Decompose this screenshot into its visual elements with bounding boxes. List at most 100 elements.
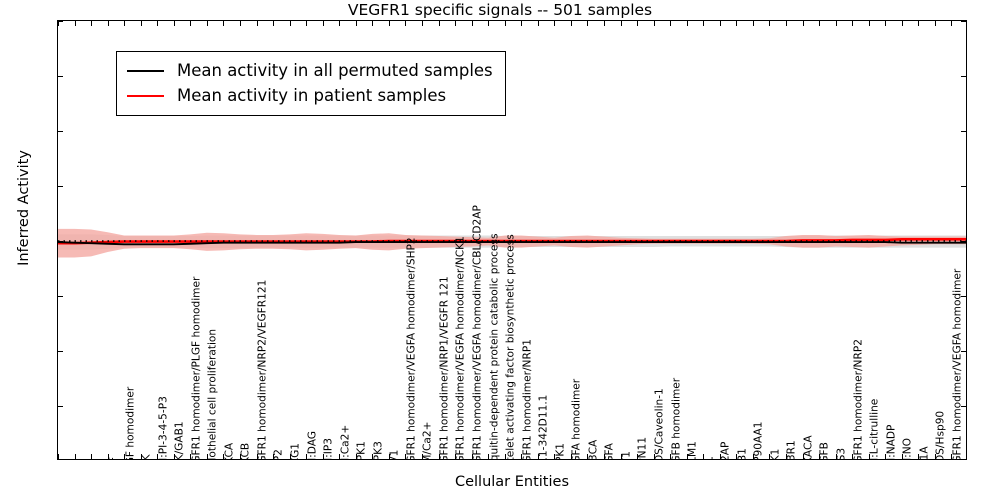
x-axis-tick-mark [306,454,308,459]
x-axis-tick-mark [951,21,953,26]
x-axis-tick-mark [355,454,357,459]
x-axis-tick-mark [140,454,142,459]
legend-label-patient: Mean activity in patient samples [177,86,447,105]
x-axis-tick-mark [504,454,506,459]
x-axis-tick-mark [240,21,241,26]
x-axis-tick-mark [455,21,457,26]
y-axis-tick-mark [961,21,966,22]
x-axis-tick-mark [587,454,589,459]
x-axis-tick-mark [58,21,59,26]
x-axis-tick-mark [223,21,225,26]
x-axis-tick-mark [918,454,920,459]
x-axis-tick-mark [206,21,208,26]
x-axis-tick-mark [388,454,390,459]
x-axis-tick-mark [322,21,324,26]
x-axis-tick-mark [74,21,76,26]
x-axis-tick-mark [455,454,457,459]
y-axis-tick-mark [961,351,966,352]
x-axis-tick-mark [372,21,374,26]
x-axis-tick-mark [736,21,738,26]
x-axis-tick-mark [703,21,705,26]
patient-mean-line [58,238,966,245]
y-axis-tick-mark [961,406,966,407]
x-axis-tick-mark [736,454,738,459]
x-axis-tick-mark [802,454,804,459]
y-axis-label: Inferred Activity [16,150,32,266]
x-axis-tick-mark [273,21,275,26]
x-axis-tick-mark [124,454,126,459]
x-axis-label: Cellular Entities [454,474,570,490]
x-axis-tick-mark [107,21,109,26]
x-axis-tick-mark [322,454,324,459]
x-axis-tick-mark [107,454,109,459]
x-axis-tick-mark [74,454,76,459]
x-axis-tick-mark [504,21,506,26]
x-axis-tick-mark [570,21,572,26]
y-axis-tick-mark [58,406,63,407]
x-axis-tick-mark [471,454,473,459]
data-series-svg [58,228,966,258]
x-axis-tick-mark [405,21,407,26]
legend-item: Mean activity in patient samples [127,83,493,108]
x-axis-tick-mark [339,21,341,26]
x-axis-tick-mark [140,21,142,26]
x-axis-tick-mark [934,454,936,459]
x-axis-tick-mark [852,454,854,459]
y-axis-tick-mark [58,21,63,22]
x-axis-tick-mark [405,454,407,459]
x-axis-tick-mark [769,21,771,26]
x-axis-tick-mark [604,21,605,26]
x-axis-tick-mark [719,21,721,26]
x-axis-tick-mark [537,21,539,26]
x-axis-tick-mark [289,454,291,459]
x-axis-tick-mark [240,454,241,459]
x-axis-tick-mark [951,454,953,459]
x-axis-tick-mark [620,21,622,26]
x-axis-tick-mark [587,21,589,26]
y-axis-tick-mark [961,186,966,187]
x-axis-tick-mark [157,454,159,459]
x-axis-tick-mark [852,21,854,26]
x-axis-tick-mark [786,21,787,26]
x-axis-tick-mark [819,21,821,26]
x-axis-tick-mark [124,21,126,26]
x-axis-tick-mark [786,454,787,459]
y-axis-tick-mark [58,241,63,242]
x-axis-tick-mark [91,21,93,26]
x-axis-tick-mark [339,454,341,459]
x-axis-tick-mark [223,454,225,459]
y-axis-tick-mark [58,186,63,187]
x-axis-tick-mark [422,454,423,459]
x-axis-tick-mark [91,454,93,459]
x-axis-tick-mark [256,21,258,26]
x-axis-tick-mark [719,454,721,459]
x-axis-tick-mark [835,21,837,26]
x-axis-tick-mark [554,21,556,26]
legend-item: Mean activity in all permuted samples [127,58,493,83]
y-axis-tick-mark [58,351,63,352]
x-axis-tick-mark [273,454,275,459]
x-axis-tick-mark [686,454,688,459]
y-axis-tick-mark [58,76,63,77]
x-axis-tick-mark [686,21,688,26]
legend-label-permuted: Mean activity in all permuted samples [177,61,493,80]
x-axis-tick-mark [819,454,821,459]
legend-swatch-patient [127,94,164,97]
x-axis-tick-mark [471,21,473,26]
plot-area: PGFPLGF homodimerPI3Kmol:PI-3-4-5-P3PI3K… [57,20,967,460]
x-axis-tick-mark [206,454,208,459]
x-axis-tick-mark [521,21,523,26]
x-axis-tick-mark [752,21,754,26]
page-title: VEGFR1 specific signals -- 501 samples [347,1,653,19]
x-axis-tick-mark [604,454,605,459]
x-axis-tick-mark [388,21,390,26]
x-axis-tick-mark [372,454,374,459]
x-axis-tick-mark [637,454,639,459]
x-axis-tick-mark [620,454,622,459]
x-axis-tick-mark [868,21,870,26]
x-axis-tick-mark [802,21,804,26]
y-axis-tick-mark [58,296,63,297]
x-axis-tick-mark [885,454,887,459]
x-axis-tick-mark [256,454,258,459]
x-axis-tick-mark [901,454,903,459]
